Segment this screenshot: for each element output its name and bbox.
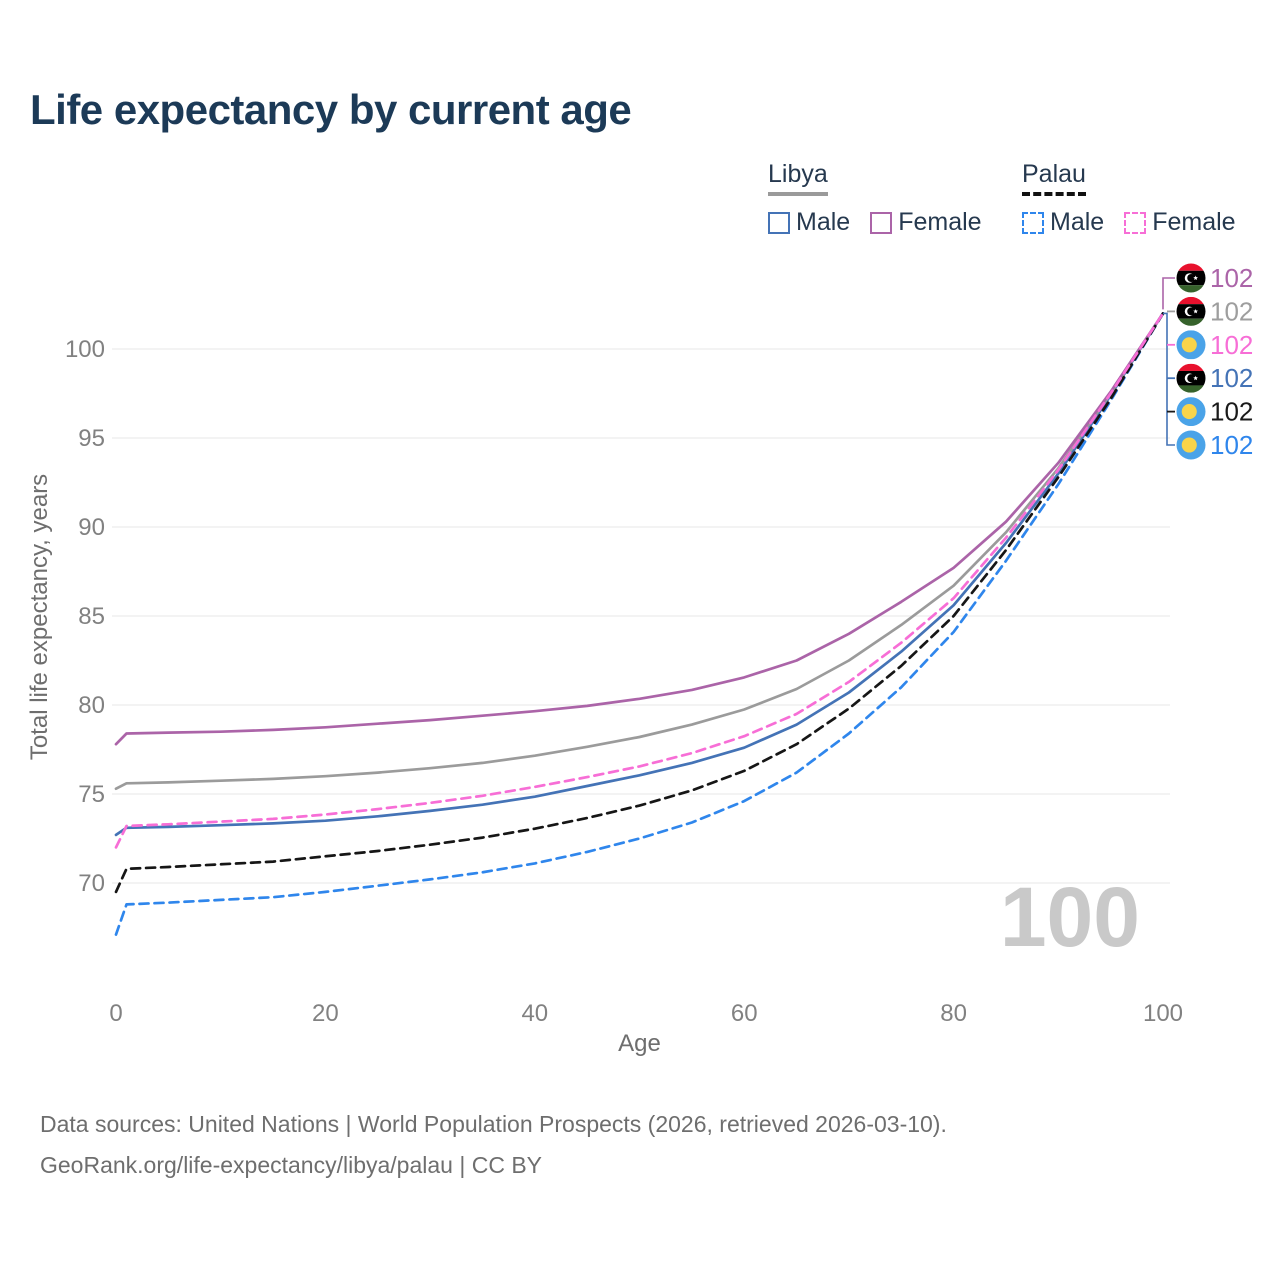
connector-line [1162,277,1175,310]
legend-country-libya: Libya [768,160,828,196]
x-tick-label: 60 [731,1000,758,1027]
legend-label-palau-male: Male [1050,208,1105,236]
y-tick-label: 100 [65,336,105,363]
x-tick-label: 80 [940,1000,967,1027]
libya-flag-icon [1176,296,1206,326]
end-value-label: 102 [1210,296,1253,326]
series-line-libya-male [114,312,1165,837]
end-value-label: 102 [1210,263,1253,293]
y-axis-title: Total life expectancy, years [26,474,53,760]
x-tick-label: 20 [312,1000,339,1027]
footer-attribution: GeoRank.org/life-expectancy/libya/palau … [40,1152,543,1178]
legend-label-libya-female: Female [898,208,982,236]
series-line-libya [114,312,1165,791]
legend-swatch-libya-male [768,211,790,234]
x-tick-label: 0 [109,1000,122,1027]
legend-group-palau: Palau Male Female [1022,160,1236,237]
palau-flag-icon [1176,397,1206,427]
y-tick-label: 85 [78,603,105,630]
series-line-palau-male [114,312,1165,936]
end-value-label: 102 [1210,330,1253,360]
legend-country-palau: Palau [1022,160,1086,196]
page-title: Life expectancy by current age [30,86,632,133]
legend-swatch-libya-female [870,211,893,234]
x-axis-title: Age [618,1030,661,1057]
series-line-libya-female [114,312,1165,746]
y-tick-label: 70 [78,870,105,897]
legend-item-palau-female[interactable]: Female [1124,208,1236,237]
chart-footer: Data sources: United Nations | World Pop… [40,1104,947,1186]
legend-group-libya: Libya Male Female [768,160,982,237]
y-tick-label: 90 [78,514,105,541]
end-value-label: 102 [1210,430,1253,460]
series-line-palau-female [114,312,1165,849]
connector-bracket [1163,312,1175,446]
legend-swatch-palau-male [1022,211,1044,234]
footer-data-sources: Data sources: United Nations | World Pop… [40,1111,947,1137]
y-tick-label: 80 [78,692,105,719]
end-value-label: 102 [1210,397,1253,427]
palau-flag-icon [1176,330,1206,360]
libya-flag-icon [1176,363,1206,393]
series-line-palau [114,312,1165,894]
y-tick-label: 95 [78,425,105,452]
libya-flag-icon [1176,263,1206,293]
end-value-label: 102 [1210,363,1253,393]
watermark-text: 100 [1000,870,1140,964]
x-tick-label: 100 [1143,1000,1183,1027]
legend-swatch-palau-female [1124,211,1147,234]
palau-flag-icon [1176,430,1206,460]
legend-item-libya-female[interactable]: Female [870,208,982,237]
legend-label-libya-male: Male [796,208,851,236]
legend-item-palau-male[interactable]: Male [1022,208,1104,237]
y-tick-label: 75 [78,781,105,808]
legend-label-palau-female: Female [1152,208,1236,236]
x-tick-label: 40 [521,1000,548,1027]
legend-item-libya-male[interactable]: Male [768,208,850,237]
